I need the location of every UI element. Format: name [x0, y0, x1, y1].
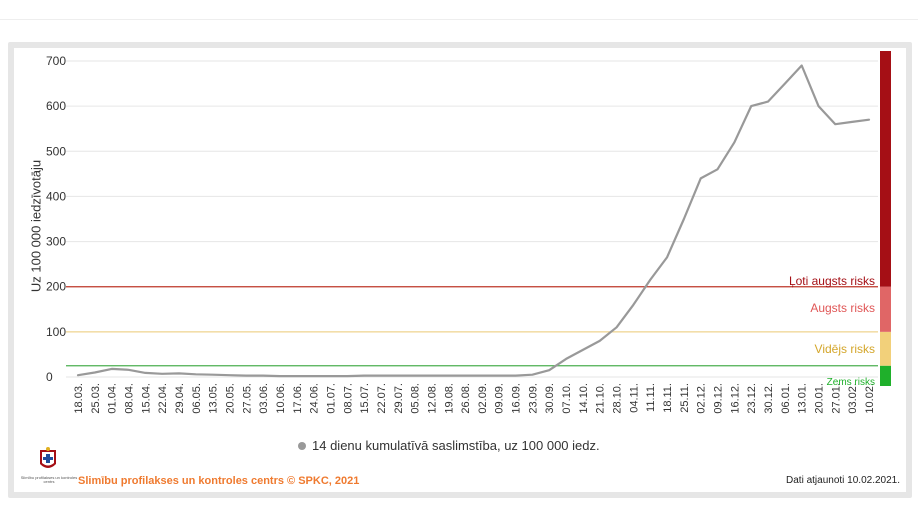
x-tick-label: 29.07.: [393, 383, 405, 414]
x-tick-label: 15.04.: [140, 383, 152, 414]
y-tick-label: 100: [46, 325, 66, 339]
x-tick-label: 20.05.: [224, 383, 236, 414]
x-tick-label: 23.12.: [746, 383, 758, 414]
y-tick-label: 400: [46, 189, 66, 203]
x-tick-label: 27.01.: [830, 383, 842, 414]
risk-label: Zems risks: [827, 377, 875, 388]
x-tick-label: 05.08.: [410, 383, 422, 414]
x-tick-label: 30.09.: [544, 383, 556, 414]
x-tick-label: 28.10.: [612, 383, 624, 414]
risk-label: Vidējs risks: [815, 342, 875, 356]
x-tick-label: 18.03.: [73, 383, 85, 414]
y-tick-label: 0: [46, 370, 53, 384]
chart-panel: [14, 48, 906, 492]
x-tick-label: 11.11.: [645, 383, 657, 412]
y-tick-label: 500: [46, 144, 66, 158]
x-tick-label: 06.01.: [780, 383, 792, 414]
y-tick-label: 200: [46, 280, 66, 294]
x-tick-label: 14.10.: [578, 383, 590, 414]
x-tick-label: 13.01.: [797, 383, 809, 414]
legend-label: 14 dienu kumulatīvā saslimstība, uz 100 …: [312, 438, 600, 453]
y-tick-label: 300: [46, 235, 66, 249]
credit-text: Slimību profilakses un kontroles centrs …: [78, 475, 360, 487]
legend[interactable]: 14 dienu kumulatīvā saslimstība, uz 100 …: [298, 438, 600, 453]
x-tick-label: 08.07.: [342, 383, 354, 414]
x-tick-label: 21.10.: [595, 383, 607, 414]
updated-text: Dati atjaunoti 10.02.2021.: [786, 475, 900, 486]
legend-marker: [298, 441, 306, 450]
risk-band: [880, 286, 891, 332]
x-tick-label: 29.04.: [174, 383, 186, 414]
risk-label: Ļoti augsts risks: [789, 274, 875, 288]
x-tick-label: 08.04.: [123, 383, 135, 414]
x-tick-label: 03.06.: [258, 383, 270, 414]
x-tick-label: 09.12.: [713, 383, 725, 414]
x-tick-label: 16.12.: [729, 383, 741, 414]
x-tick-label: 06.05.: [191, 383, 203, 414]
risk-band: [880, 365, 891, 386]
x-tick-label: 25.03.: [90, 383, 102, 414]
x-tick-label: 22.07.: [376, 383, 388, 414]
x-tick-label: 18.11.: [662, 383, 674, 413]
x-tick-label: 22.04.: [157, 383, 169, 414]
x-tick-label: 03.02.: [847, 383, 859, 414]
x-tick-label: 26.08.: [460, 383, 472, 414]
x-tick-label: 15.07.: [359, 383, 371, 414]
logo-caption: Slimību profilakses un kontroles centrs: [20, 475, 78, 484]
x-tick-label: 30.12.: [763, 383, 775, 414]
top-divider: [0, 19, 918, 20]
x-tick-label: 12.08.: [426, 383, 438, 414]
x-tick-label: 27.05.: [241, 383, 253, 414]
x-tick-label: 01.04.: [107, 383, 119, 414]
x-tick-label: 23.09.: [527, 383, 539, 414]
y-axis-title: Uz 100 000 iedzīvotāju: [28, 159, 44, 293]
y-tick-label: 700: [46, 54, 66, 68]
series-line: [76, 64, 871, 378]
x-tick-label: 17.06.: [292, 383, 304, 414]
x-tick-label: 02.12.: [696, 383, 708, 414]
x-tick-label: 02.09.: [477, 383, 489, 414]
spkc-logo: [40, 447, 56, 468]
x-tick-label: 09.09.: [494, 383, 506, 414]
x-tick-label: 07.10.: [561, 383, 573, 414]
x-tick-label: 01.07.: [325, 383, 337, 414]
x-tick-label: 10.06.: [275, 383, 287, 414]
risk-band: [880, 51, 891, 287]
x-tick-label: 10.02.: [864, 383, 876, 414]
risk-label: Augsts risks: [810, 301, 875, 315]
y-tick-label: 600: [46, 99, 66, 113]
risk-band: [880, 331, 891, 366]
x-tick-label: 16.09.: [511, 383, 523, 414]
x-tick-label: 24.06.: [309, 383, 321, 414]
x-tick-label: 25.11.: [679, 383, 691, 413]
x-tick-label: 13.05.: [208, 383, 220, 414]
x-tick-label: 20.01.: [814, 383, 826, 414]
x-tick-label: 19.08.: [443, 383, 455, 414]
x-tick-label: 04.11.: [628, 383, 640, 413]
